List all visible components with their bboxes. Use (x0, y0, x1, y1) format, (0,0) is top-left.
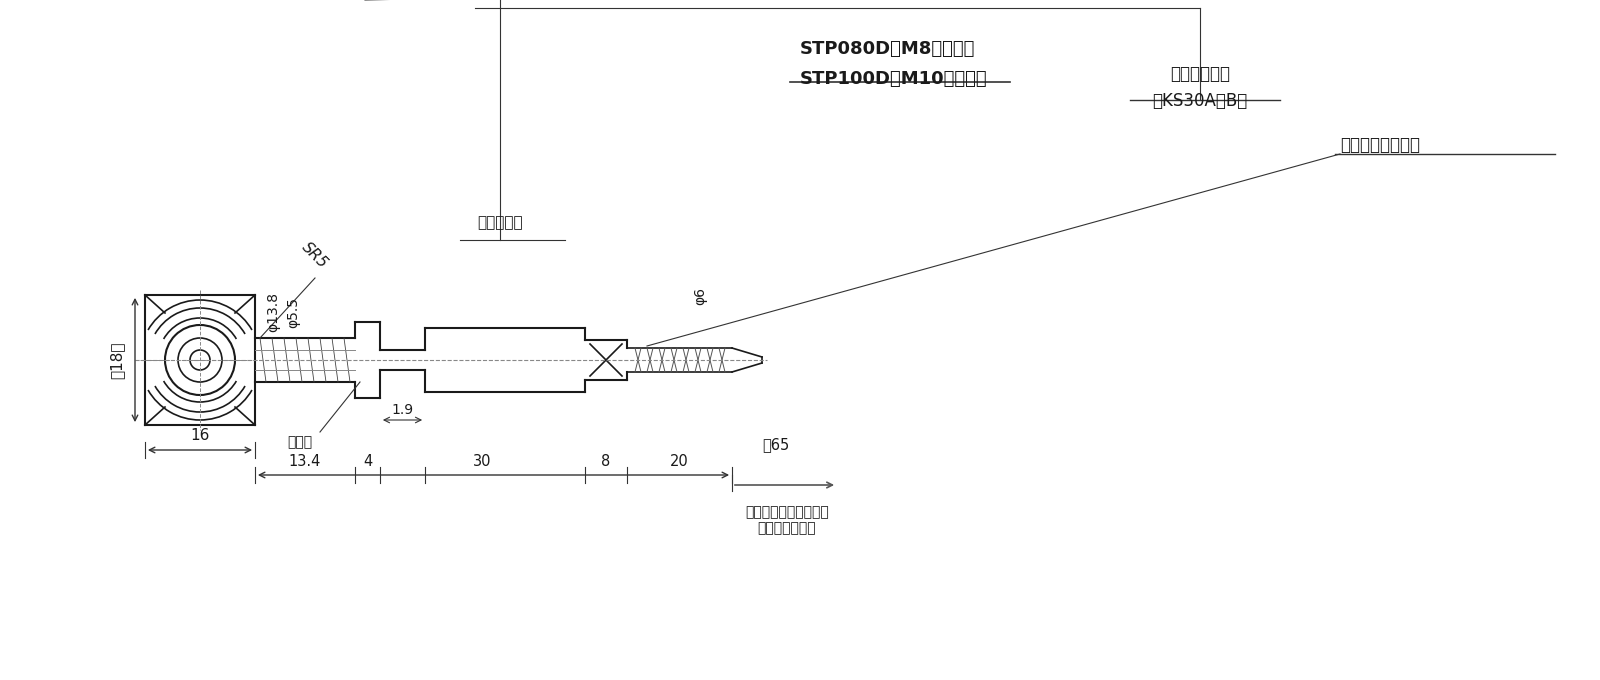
Text: STP100D：M10（並目）: STP100D：M10（並目） (800, 70, 987, 88)
Text: コードプロテクタ: コードプロテクタ (1341, 136, 1421, 154)
Text: ブーツ保護: ブーツ保護 (477, 215, 523, 230)
Text: スキマ: スキマ (288, 435, 312, 449)
Text: φ5.5: φ5.5 (286, 296, 301, 328)
Text: （KS30A／B）: （KS30A／B） (1152, 92, 1248, 110)
Text: カートリッジ: カートリッジ (1170, 65, 1230, 83)
Text: φ6: φ6 (693, 287, 707, 305)
Text: 約65: 約65 (762, 437, 789, 452)
Text: φ13.8: φ13.8 (266, 292, 280, 332)
Text: 4: 4 (363, 454, 373, 469)
Text: カートリッジ取外しに
要するスペース: カートリッジ取外しに 要するスペース (746, 505, 829, 535)
Text: STP080D：M8（並目）: STP080D：M8（並目） (800, 40, 976, 58)
Text: 30: 30 (474, 454, 491, 469)
Text: SR5: SR5 (299, 239, 331, 271)
Text: 1.9: 1.9 (392, 403, 413, 417)
Text: 20: 20 (670, 454, 690, 469)
Text: 16: 16 (190, 428, 210, 443)
Text: （18）: （18） (109, 341, 125, 379)
Text: 13.4: 13.4 (290, 454, 322, 469)
Text: 8: 8 (602, 454, 611, 469)
